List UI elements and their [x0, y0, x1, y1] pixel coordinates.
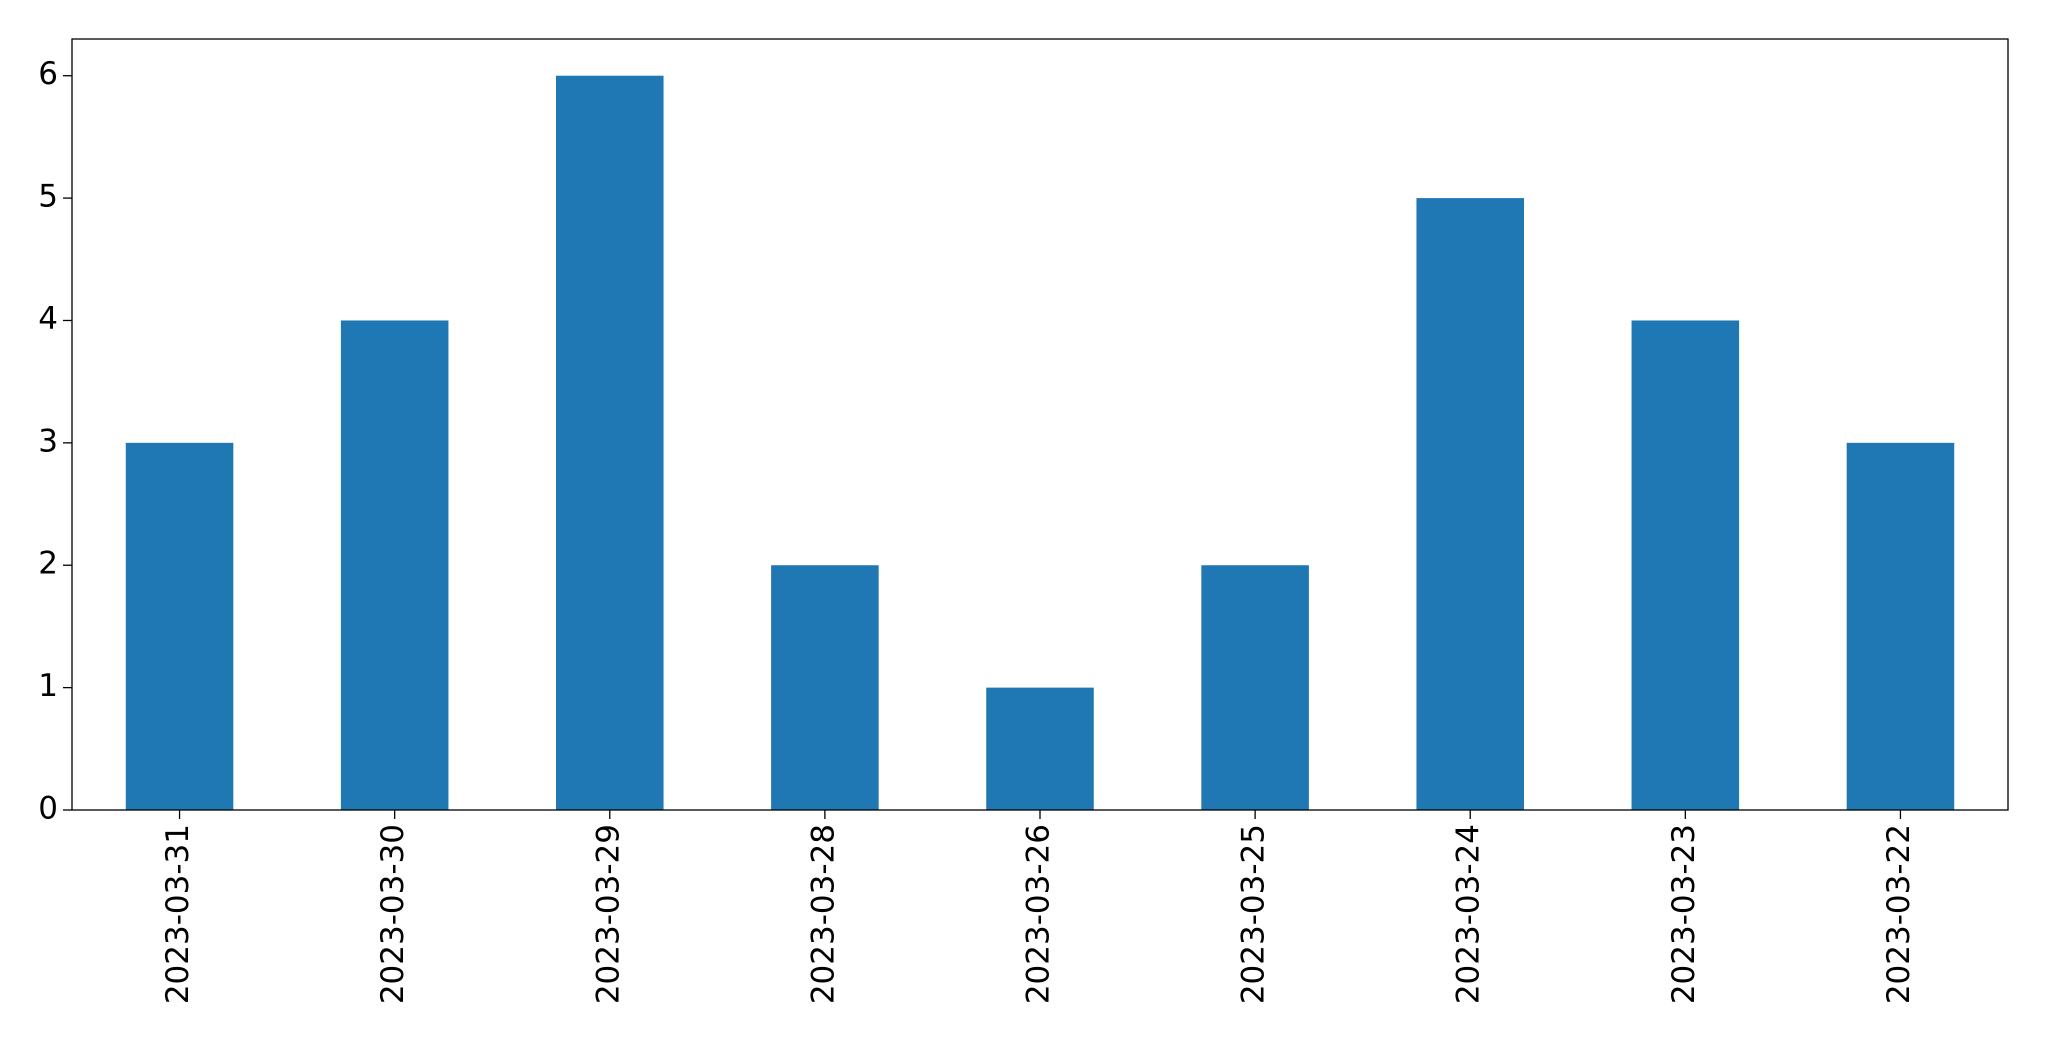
plot-frame	[71, 38, 2009, 811]
bar	[1846, 442, 1955, 810]
bar	[340, 320, 449, 810]
y-tick-label: 6	[38, 56, 58, 92]
x-tick-label: 2023-03-26	[1021, 824, 1057, 1004]
y-tick-label: 3	[38, 423, 58, 459]
bar	[771, 565, 879, 810]
bar	[556, 75, 664, 810]
x-tick-label: 2023-03-24	[1451, 824, 1487, 1004]
bar	[1201, 565, 1309, 810]
x-tick-label: 2023-03-29	[590, 824, 626, 1004]
x-tick-label: 2023-03-25	[1236, 824, 1272, 1004]
x-tick-label: 2023-03-23	[1666, 824, 1702, 1004]
y-tick-label: 4	[38, 301, 58, 337]
bar	[1631, 320, 1740, 810]
x-tick-label: 2023-03-30	[375, 824, 411, 1004]
y-tick-label: 2	[38, 546, 58, 582]
bar	[125, 442, 234, 810]
bar	[1416, 198, 1524, 811]
y-tick-label: 1	[38, 668, 58, 704]
x-tick-label: 2023-03-22	[1881, 824, 1917, 1004]
y-tick-label: 5	[38, 179, 58, 215]
y-tick-label: 0	[38, 791, 58, 827]
x-tick-label: 2023-03-31	[160, 824, 196, 1004]
x-tick-label: 2023-03-28	[805, 824, 841, 1004]
bar	[986, 687, 1094, 810]
